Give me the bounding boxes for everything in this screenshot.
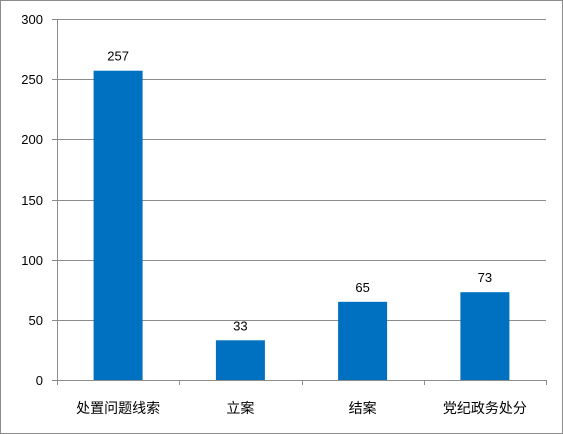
data-labels: 257 33 65 73 (107, 49, 492, 334)
bar (93, 70, 143, 380)
bars (93, 70, 510, 380)
x-tick-label: 党纪政务处分 (443, 401, 527, 417)
y-tick-label: 0 (36, 373, 43, 388)
y-tick-label: 50 (29, 313, 43, 328)
x-tick-label: 结案 (349, 400, 377, 417)
bar (460, 292, 510, 380)
y-tick-label: 200 (21, 132, 43, 147)
data-label: 65 (355, 280, 369, 295)
axes (52, 19, 547, 385)
y-tick-label: 250 (21, 72, 43, 87)
data-label: 33 (233, 318, 247, 333)
bar (215, 340, 265, 380)
y-tick-label: 300 (21, 12, 43, 27)
x-tick-label: 立案 (226, 400, 254, 417)
data-label: 257 (107, 49, 129, 64)
x-tick-label: 处置问题线索 (76, 400, 160, 417)
bar (338, 301, 388, 380)
data-label: 73 (478, 270, 492, 285)
y-tick-label: 150 (21, 193, 43, 208)
y-tick-label: 100 (21, 253, 43, 268)
y-tick-labels: 0 50 100 150 200 250 300 (21, 12, 43, 388)
x-tick-labels: 处置问题线索 立案 结案 党纪政务处分 (76, 400, 527, 417)
